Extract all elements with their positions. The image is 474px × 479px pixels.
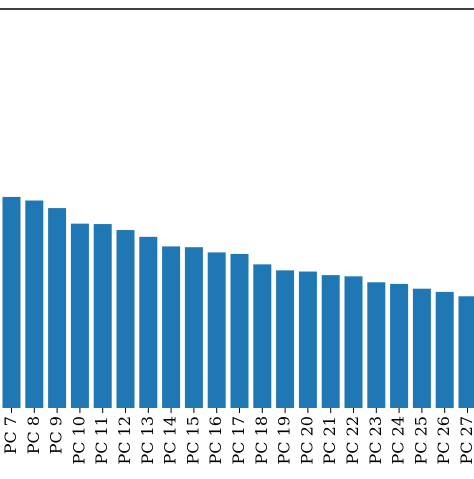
bar-pc-15 [185,247,203,408]
bar-pc-19 [276,270,294,408]
bar-pc-20 [299,272,317,408]
x-tick-label: PC 22 [343,416,362,464]
x-tick-label: PC 21 [320,416,339,464]
x-tick-label: PC 17 [229,416,248,464]
x-tick-label: PC 11 [92,416,111,464]
bar-pc-21 [322,275,340,408]
x-tick-label: PC 12 [115,416,134,464]
bar-pc-23 [367,282,385,408]
bar-pc-18 [253,264,271,408]
x-tick-label: PC 8 [24,416,43,454]
bar-pc-16 [208,252,226,408]
bar-pc-10 [71,224,89,408]
x-tick-label: PC 18 [252,416,271,464]
bar-pc-22 [345,276,363,408]
bar-pc-8 [25,201,43,408]
x-tick-label: PC 15 [183,416,202,464]
x-tick-label: PC 27 [457,416,474,464]
bar-pc-9 [48,208,66,408]
x-ticks-group [12,408,468,413]
bar-pc-17 [231,254,249,408]
bar-pc-12 [117,230,135,408]
x-tick-label: PC 26 [434,416,453,464]
x-tick-label: PC 19 [275,416,294,464]
x-tick-label: PC 24 [389,416,408,464]
bar-pc-26 [436,292,454,408]
x-tick-label: PC 13 [138,416,157,464]
bar-pc-25 [413,289,431,408]
x-tick-label: PC 10 [69,416,88,464]
x-tick-label: PC 25 [411,416,430,464]
x-tick-label: PC 14 [161,416,180,464]
bar-pc-24 [390,284,408,408]
x-tick-label: PC 23 [366,416,385,464]
bar-pc-13 [139,237,157,408]
bars-group [3,197,474,408]
bar-pc-27 [459,296,474,408]
bar-pc-11 [94,224,112,408]
bar-pc-14 [162,246,180,408]
bar-pc-7 [3,197,21,408]
x-tick-label: PC 20 [297,416,316,464]
x-tick-label: PC 16 [206,416,225,464]
x-tick-label: PC 7 [1,416,20,454]
x-tick-label: PC 9 [47,416,66,454]
